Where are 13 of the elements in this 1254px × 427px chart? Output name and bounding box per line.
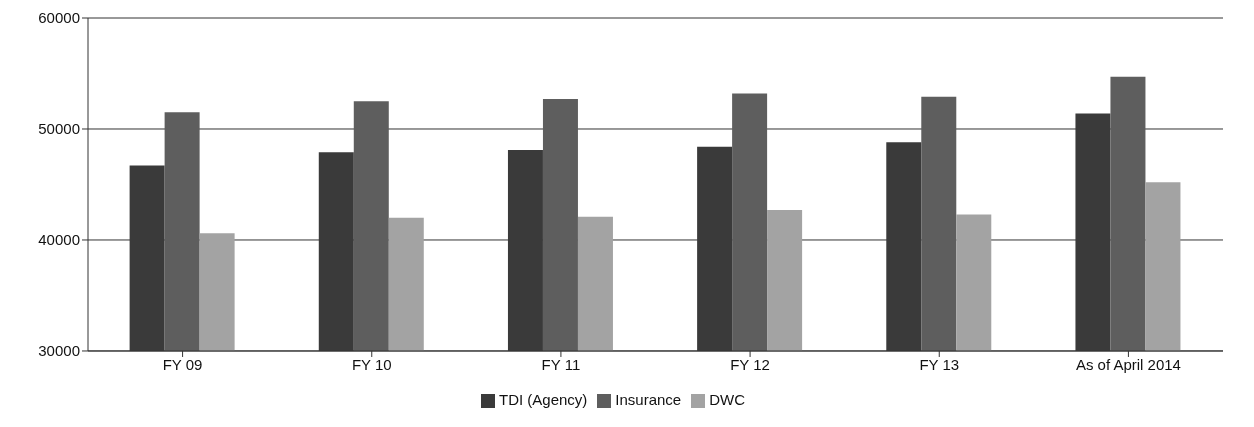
x-tick-label: FY 12 xyxy=(730,355,770,373)
x-tick-label: FY 13 xyxy=(919,355,960,373)
legend-label: Insurance xyxy=(615,390,682,408)
y-tick-label: 30000 xyxy=(38,342,80,360)
legend-label: DWC xyxy=(709,390,746,408)
y-tick-label: 40000 xyxy=(38,231,80,249)
y-tick-label: 60000 xyxy=(38,9,80,27)
y-tick-label: 50000 xyxy=(38,120,80,138)
x-tick-label: As of April 2014 xyxy=(1075,355,1181,373)
legend-label: TDI (Agency) xyxy=(498,390,588,408)
x-tick-label: FY 10 xyxy=(351,355,392,373)
x-tick-label: FY 09 xyxy=(162,355,203,373)
x-tick-label: FY 11 xyxy=(541,355,581,373)
